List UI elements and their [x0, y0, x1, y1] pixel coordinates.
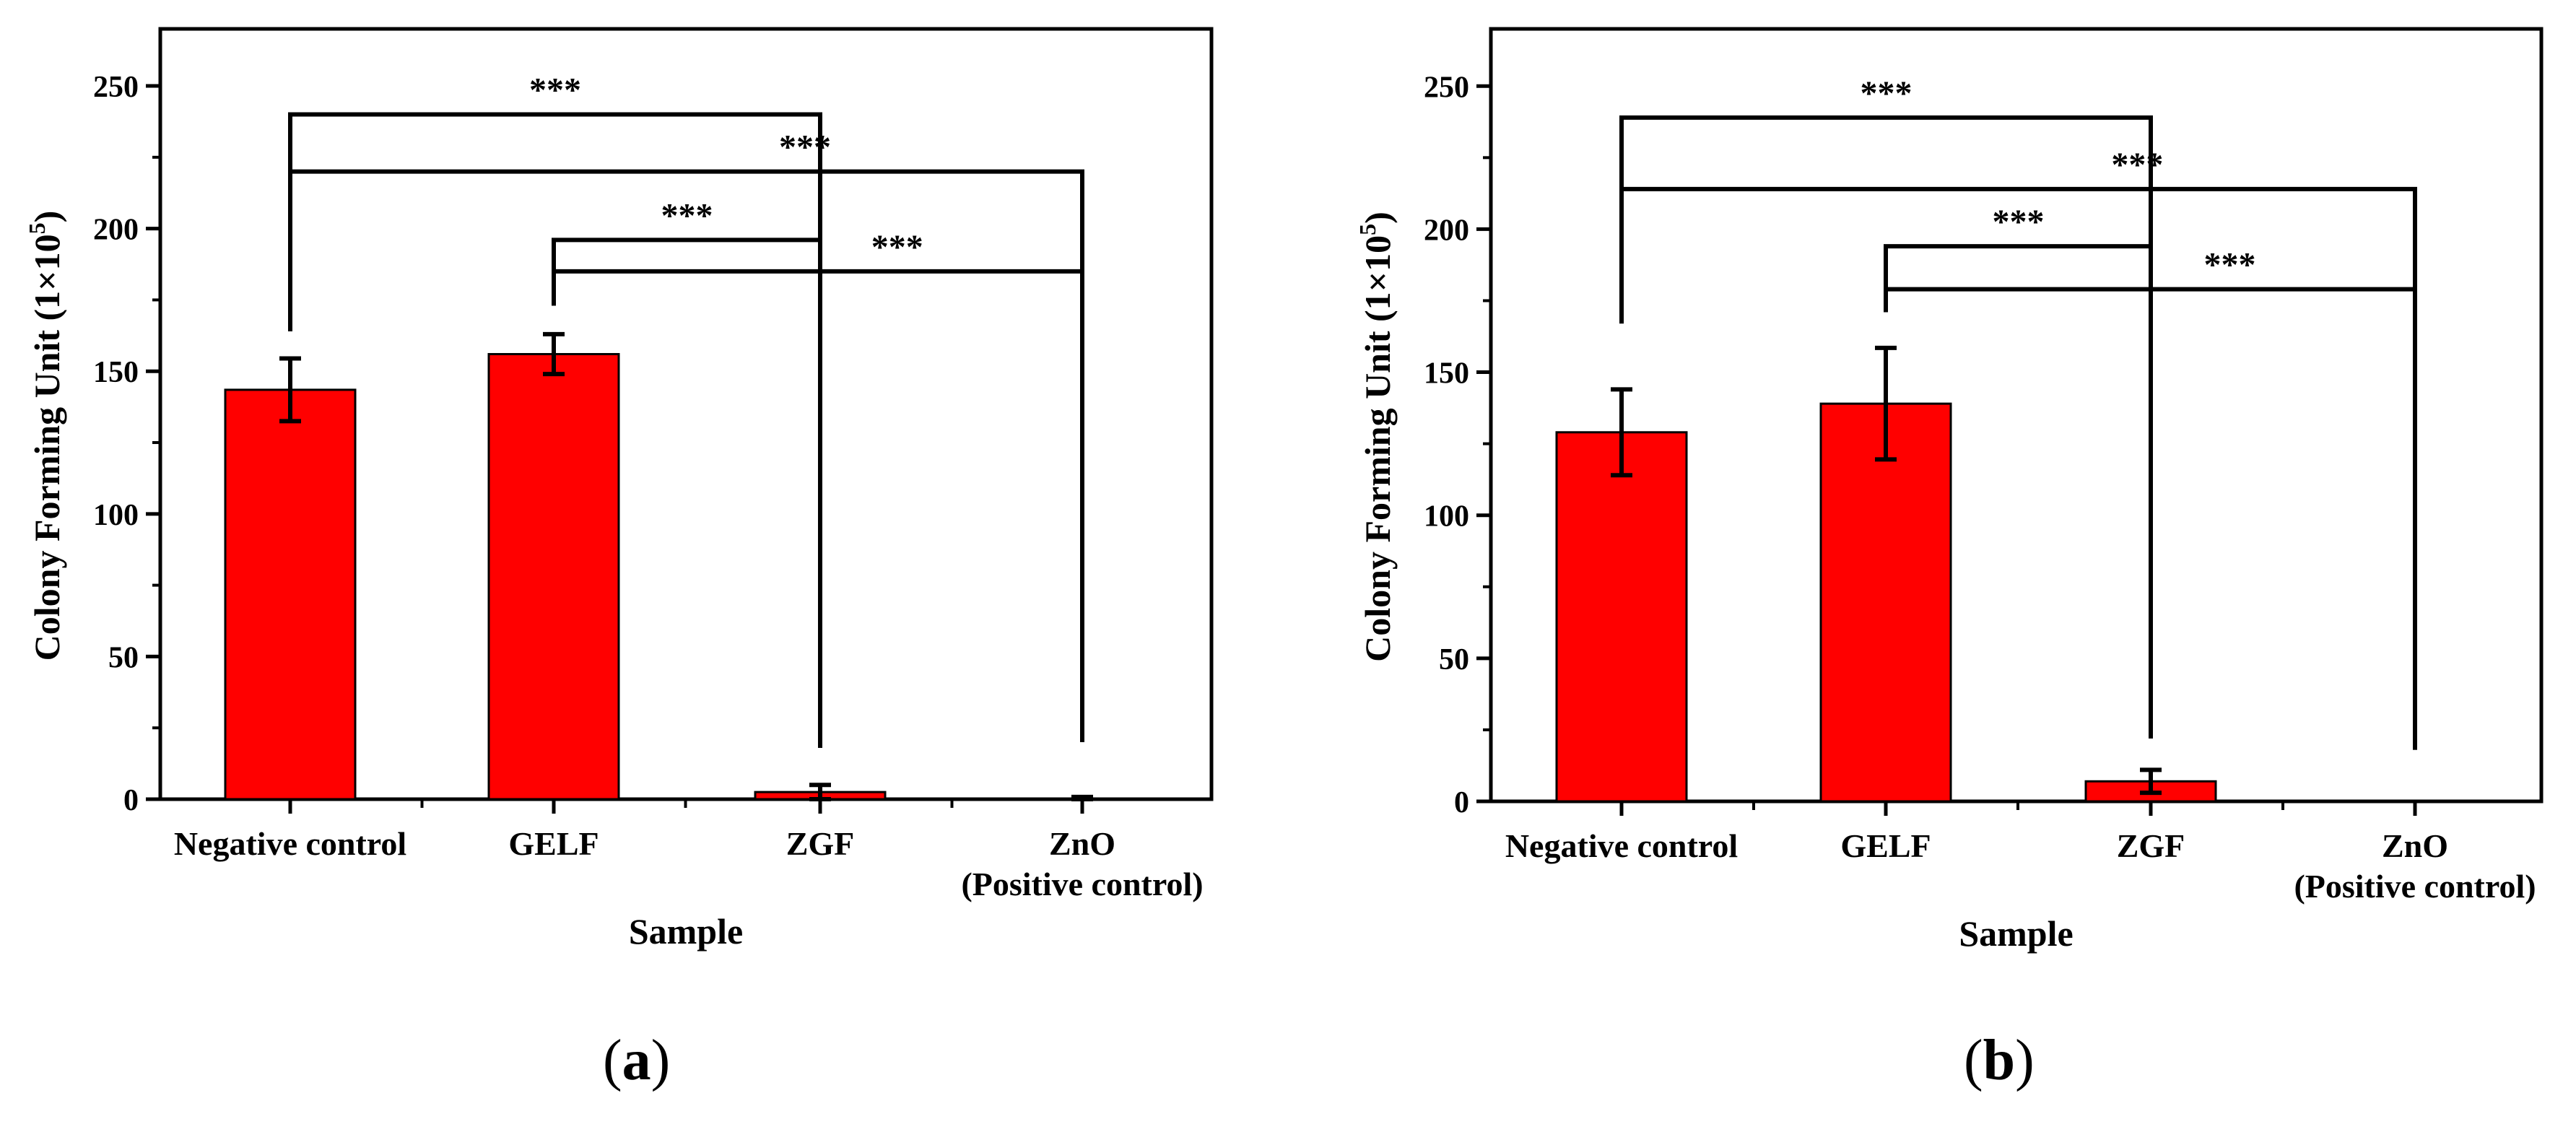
x-category-label: GELF	[1840, 827, 1931, 864]
panel-label-close: )	[651, 1029, 671, 1092]
panel-label-close: )	[2015, 1029, 2035, 1092]
y-tick-label: 200	[1424, 214, 1469, 247]
y-axis-title-main: Colony Forming Unit (1×10	[27, 234, 67, 661]
panel-label-open: (	[603, 1029, 622, 1092]
x-category-label: ZGF	[2117, 827, 2185, 864]
significance-label: ***	[871, 228, 923, 266]
y-tick-label: 200	[93, 214, 139, 247]
y-tick-label: 50	[108, 641, 139, 674]
bar-1	[224, 388, 357, 801]
y-tick-label: 0	[1454, 786, 1469, 819]
y-tick-label: 150	[93, 356, 139, 389]
significance-bracket	[1619, 186, 2417, 750]
significance-label: ***	[1993, 203, 2045, 241]
panel-label-letter: b	[1983, 1029, 2016, 1092]
plot-frame	[1489, 27, 2544, 804]
panel-label-letter: a	[622, 1029, 651, 1092]
significance-bracket	[288, 169, 1084, 742]
x-category-label: GELF	[508, 825, 599, 862]
y-tick-label: 100	[93, 499, 139, 532]
significance-label: ***	[779, 129, 831, 167]
bar-2	[487, 353, 620, 801]
y-axis-title-main: Colony Forming Unit (1×10	[1357, 235, 1398, 662]
bar-1	[1555, 431, 1688, 803]
bar-2	[1819, 402, 1952, 803]
x-category-label: ZGF	[786, 825, 855, 862]
y-axis-title-sup: 5	[24, 222, 50, 234]
panel-label: (b)	[1964, 1029, 2035, 1092]
y-tick-label: 250	[1424, 71, 1469, 104]
chart-panel-b: 0 50 100 150 200 250 Negative control GELF ZGF Zn…	[1354, 27, 2544, 1092]
y-axis-title: Colony Forming Unit (1×105)	[24, 211, 67, 661]
x-category-label: ZnO	[2382, 827, 2448, 864]
significance-bracket	[1884, 244, 2153, 739]
y-axis-title-close: )	[1357, 212, 1398, 224]
y-tick-label: 0	[123, 784, 139, 817]
significance-label: ***	[529, 71, 581, 110]
significance-bracket	[1884, 287, 2417, 750]
panel-label-open: (	[1964, 1029, 1983, 1092]
y-axis-title-close: )	[27, 211, 67, 223]
x-axis-title: Sample	[1959, 913, 2073, 954]
chart-panel-a: 0 50 100 150 200 250 Negative control GELF ZGF Zn…	[24, 27, 1214, 1092]
y-tick-label: 250	[93, 71, 139, 104]
y-tick-label: 50	[1439, 643, 1469, 676]
y-tick-label: 100	[1424, 500, 1469, 534]
x-axis-title: Sample	[629, 911, 743, 952]
y-axis-title-sup: 5	[1354, 224, 1380, 235]
significance-label: ***	[2203, 246, 2255, 284]
significance-label: ***	[661, 196, 713, 235]
significance-bracket	[552, 269, 1084, 742]
x-category-label: ZnO	[1049, 825, 1115, 862]
significance-label: ***	[2111, 146, 2163, 184]
x-category-sublabel: (Positive control)	[961, 866, 1203, 902]
x-category-label: Negative control	[1505, 827, 1738, 864]
y-tick-label: 150	[1424, 357, 1469, 391]
significance-label: ***	[1861, 74, 1913, 113]
x-category-label: Negative control	[174, 825, 406, 862]
y-axis-title: Colony Forming Unit (1×105)	[1354, 212, 1398, 662]
x-category-sublabel: (Positive control)	[2294, 868, 2536, 905]
panel-label: (a)	[603, 1029, 670, 1092]
